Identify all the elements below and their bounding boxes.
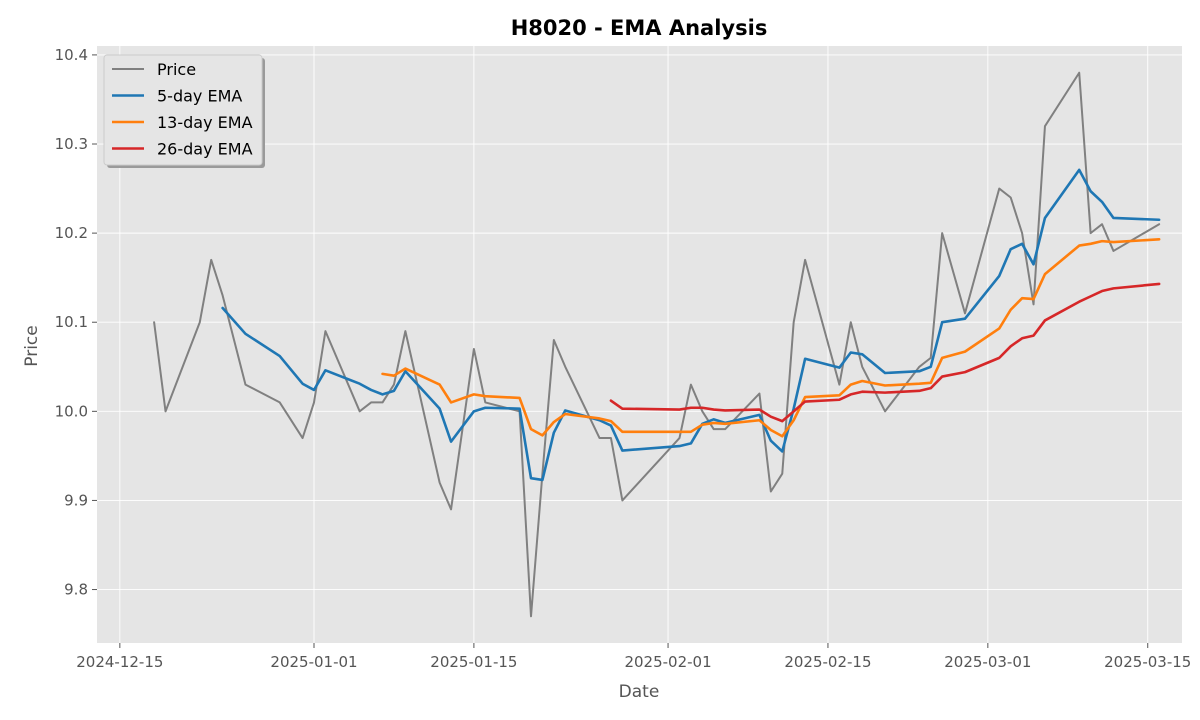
x-tick-label: 2025-03-01 (944, 653, 1031, 671)
x-tick-label: 2025-03-15 (1104, 653, 1191, 671)
series-lines (153, 71, 1161, 618)
x-axis-ticks: 2024-12-15 2025-01-01 2025-01-15 2025-02-01… (76, 643, 1191, 671)
x-tick-label: 2024-12-15 (76, 653, 163, 671)
series-line-13-day-ema (381, 238, 1161, 438)
x-tick-label: 2025-01-15 (430, 653, 517, 671)
y-tick-label: 9.9 (64, 491, 88, 509)
y-tick-label: 9.8 (64, 581, 88, 599)
x-tick-label: 2025-02-01 (624, 653, 711, 671)
grid-lines (97, 46, 1182, 643)
series-line-price (153, 71, 1161, 618)
legend-label: 26-day EMA (157, 140, 253, 159)
y-axis-ticks: 9.8 9.9 10.0 10.1 10.2 10.3 10.4 (55, 46, 97, 599)
y-axis-label: Price (22, 325, 42, 366)
y-tick-label: 10.4 (55, 46, 88, 64)
legend-label: 13-day EMA (157, 113, 253, 132)
x-tick-label: 2025-01-01 (270, 653, 357, 671)
legend-label: Price (157, 60, 196, 79)
y-tick-label: 10.1 (55, 313, 88, 331)
y-tick-label: 10.2 (55, 224, 88, 242)
x-axis-label: Date (619, 682, 660, 702)
y-tick-label: 10.3 (55, 135, 88, 153)
chart-title: H8020 - EMA Analysis (511, 16, 768, 40)
plot-background (97, 46, 1182, 643)
x-tick-label: 2025-02-15 (784, 653, 871, 671)
legend-box (103, 54, 263, 166)
y-tick-label: 10.0 (55, 402, 88, 420)
series-line-26-day-ema (609, 282, 1161, 423)
legend: Price 5-day EMA 13-day EMA 26-day EMA (103, 54, 265, 168)
legend-label: 5-day EMA (157, 87, 242, 106)
